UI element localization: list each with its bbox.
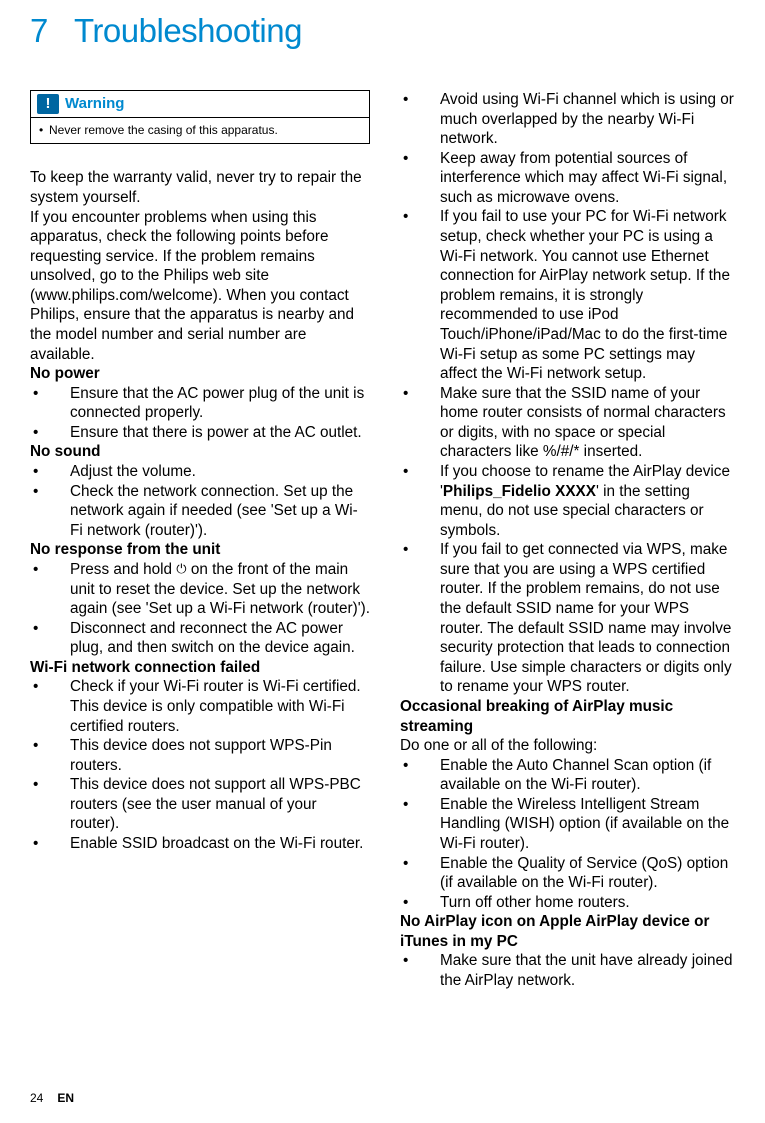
list-wifi-failed: Check if your Wi-Fi router is Wi-Fi cert… bbox=[30, 677, 370, 853]
heading-wifi-failed: Wi-Fi network connection failed bbox=[30, 658, 370, 678]
list-item: Check the network connection. Set up the… bbox=[30, 482, 370, 541]
list-item: Enable the Wireless Intelligent Stream H… bbox=[400, 795, 735, 854]
right-column: Avoid using Wi-Fi channel which is using… bbox=[400, 90, 735, 991]
list-item: Keep away from potential sources of inte… bbox=[400, 149, 735, 208]
warning-bullet: • bbox=[39, 123, 49, 138]
left-column: ! Warning •Never remove the casing of th… bbox=[30, 90, 370, 991]
warning-label: Warning bbox=[65, 94, 124, 113]
warning-icon: ! bbox=[37, 94, 59, 114]
list-no-power: Ensure that the AC power plug of the uni… bbox=[30, 384, 370, 443]
chapter-title: 7Troubleshooting bbox=[30, 12, 735, 50]
list-item: Ensure that the AC power plug of the uni… bbox=[30, 384, 370, 423]
heading-no-sound: No sound bbox=[30, 442, 370, 462]
list-breaking: Enable the Auto Channel Scan option (if … bbox=[400, 756, 735, 913]
list-item: Enable the Auto Channel Scan option (if … bbox=[400, 756, 735, 795]
chapter-number: 7 bbox=[30, 12, 74, 50]
chapter-title-text: Troubleshooting bbox=[74, 12, 302, 49]
warning-text: Never remove the casing of this apparatu… bbox=[49, 123, 278, 137]
list-item: Enable SSID broadcast on the Wi-Fi route… bbox=[30, 834, 370, 854]
text-fragment: Press and hold bbox=[70, 561, 176, 578]
list-item: This device does not support all WPS-PBC… bbox=[30, 775, 370, 834]
list-item: Turn off other home routers. bbox=[400, 893, 735, 913]
heading-no-power: No power bbox=[30, 364, 370, 384]
list-wifi-failed-cont: Avoid using Wi-Fi channel which is using… bbox=[400, 90, 735, 697]
list-item: Make sure that the SSID name of your hom… bbox=[400, 384, 735, 462]
content-columns: ! Warning •Never remove the casing of th… bbox=[30, 90, 735, 991]
page-number: 24 bbox=[30, 1091, 54, 1105]
list-item: Avoid using Wi-Fi channel which is using… bbox=[400, 90, 735, 149]
breaking-intro: Do one or all of the following: bbox=[400, 736, 735, 756]
list-item: If you fail to use your PC for Wi-Fi net… bbox=[400, 207, 735, 383]
list-item: Make sure that the unit have already joi… bbox=[400, 951, 735, 990]
list-no-icon: Make sure that the unit have already joi… bbox=[400, 951, 735, 990]
power-icon: ⏻ bbox=[176, 561, 186, 576]
list-item: Disconnect and reconnect the AC power pl… bbox=[30, 619, 370, 658]
intro-paragraph-2: If you encounter problems when using thi… bbox=[30, 208, 370, 365]
list-item: Check if your Wi-Fi router is Wi-Fi cert… bbox=[30, 677, 370, 736]
heading-no-response: No response from the unit bbox=[30, 540, 370, 560]
list-item: This device does not support WPS-Pin rou… bbox=[30, 736, 370, 775]
list-item: Adjust the volume. bbox=[30, 462, 370, 482]
list-item: Ensure that there is power at the AC out… bbox=[30, 423, 370, 443]
heading-no-icon: No AirPlay icon on Apple AirPlay device … bbox=[400, 912, 735, 951]
text-fragment-bold: Philips_Fidelio XXXX bbox=[443, 483, 596, 500]
list-item: If you choose to rename the AirPlay devi… bbox=[400, 462, 735, 540]
intro-paragraph-1: To keep the warranty valid, never try to… bbox=[30, 168, 370, 207]
warning-box: ! Warning •Never remove the casing of th… bbox=[30, 90, 370, 144]
warning-body: •Never remove the casing of this apparat… bbox=[31, 117, 369, 143]
list-no-response: Press and hold ⏻ on the front of the mai… bbox=[30, 560, 370, 658]
warning-header: ! Warning bbox=[31, 91, 369, 117]
list-item: Press and hold ⏻ on the front of the mai… bbox=[30, 560, 370, 619]
list-item: Enable the Quality of Service (QoS) opti… bbox=[400, 854, 735, 893]
page-language: EN bbox=[57, 1091, 74, 1105]
page-footer: 24 EN bbox=[30, 1091, 74, 1105]
list-no-sound: Adjust the volume. Check the network con… bbox=[30, 462, 370, 540]
heading-breaking: Occasional breaking of AirPlay music str… bbox=[400, 697, 735, 736]
list-item: If you fail to get connected via WPS, ma… bbox=[400, 540, 735, 697]
